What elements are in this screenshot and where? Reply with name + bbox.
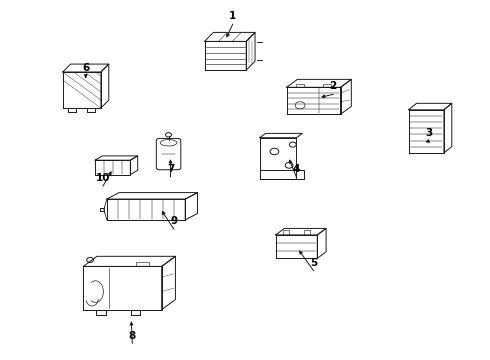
Text: 10: 10 xyxy=(96,173,110,183)
Text: 4: 4 xyxy=(293,164,300,174)
Text: 6: 6 xyxy=(82,63,89,73)
Bar xyxy=(283,230,289,235)
Bar xyxy=(323,84,331,87)
Text: 5: 5 xyxy=(310,258,317,268)
Bar xyxy=(136,262,149,266)
Ellipse shape xyxy=(160,140,177,146)
Text: 1: 1 xyxy=(229,11,236,21)
FancyBboxPatch shape xyxy=(156,139,181,170)
Bar xyxy=(304,230,310,235)
Text: 3: 3 xyxy=(425,128,432,138)
Bar xyxy=(296,84,304,87)
Text: 8: 8 xyxy=(129,330,136,341)
Text: 9: 9 xyxy=(171,216,177,226)
Text: 2: 2 xyxy=(330,81,337,91)
Text: 7: 7 xyxy=(167,164,174,174)
